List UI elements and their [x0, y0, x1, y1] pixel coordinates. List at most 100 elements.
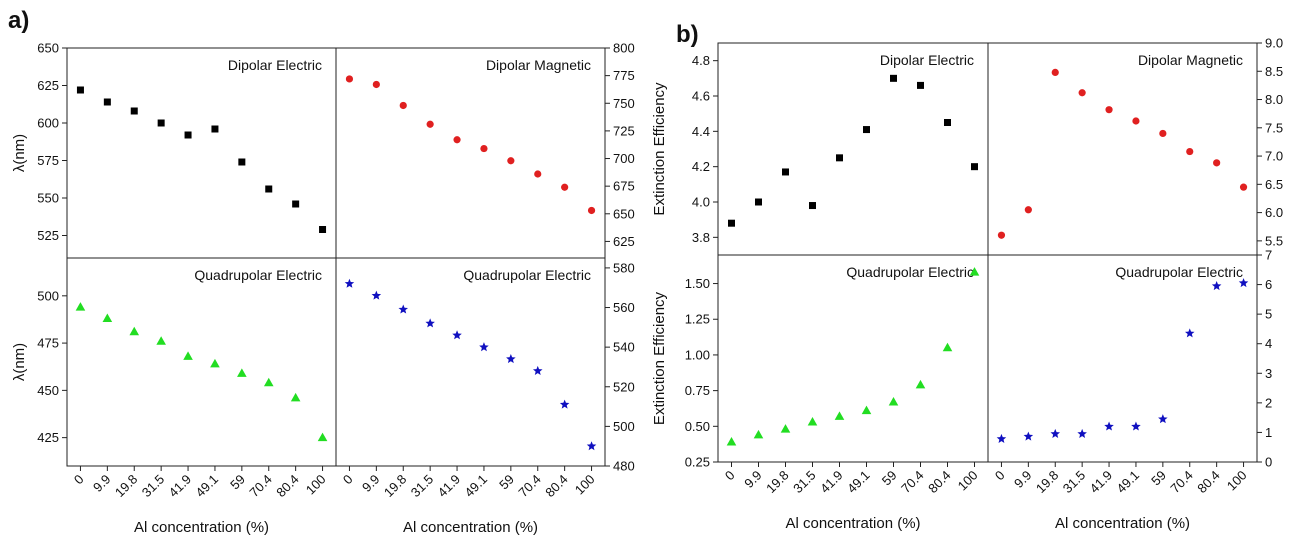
x-tick-label: 59	[496, 472, 517, 493]
data-point-left-1	[753, 429, 764, 439]
data-point-right-1	[372, 80, 380, 89]
data-point-left-1	[103, 98, 111, 106]
y-tick-label-right: 480	[613, 459, 635, 474]
y-tick-label-right: 700	[613, 151, 635, 166]
chart-a-top: 525 550 575 600 625 650 Dipolar Electric 625 650…	[11, 41, 635, 259]
data-point-right-3	[425, 318, 435, 328]
subplot-label: Quadrupolar Electric	[463, 267, 591, 283]
data-point-left-4	[184, 131, 192, 139]
y-tick-label-right: 0	[1265, 455, 1272, 470]
x-tick-label: 31.5	[790, 468, 819, 497]
y-tick-label-right: 4	[1265, 336, 1272, 351]
x-tick-label: 100	[303, 472, 329, 498]
y-tick-label-right: 650	[613, 206, 635, 221]
data-point-right-0	[996, 433, 1007, 443]
x-tick-label: 19.8	[1033, 468, 1062, 497]
y-tick-label-left: 4.6	[692, 89, 710, 104]
data-point-right-8	[561, 183, 569, 191]
x-tick-label: 80.4	[925, 468, 954, 497]
y-tick-label-right: 540	[613, 340, 635, 355]
y-tick-label-right: 5.5	[1265, 233, 1283, 248]
subplot-label: Dipolar Electric	[228, 57, 322, 73]
data-point-left-3	[156, 336, 166, 345]
data-point-left-9	[969, 267, 980, 276]
data-point-left-8	[292, 200, 300, 208]
y-tick-label-right: 6.5	[1265, 177, 1283, 192]
data-point-left-2	[782, 168, 789, 176]
y-tick-label-left: 4.4	[692, 124, 710, 139]
data-point-left-3	[809, 202, 816, 210]
y-tick-label-right: 500	[613, 419, 635, 434]
data-point-left-2	[130, 107, 138, 115]
data-point-left-5	[210, 358, 220, 368]
data-point-right-3	[1078, 89, 1086, 97]
x-tick-label: 0	[340, 472, 356, 488]
data-point-right-7	[1184, 328, 1195, 338]
data-point-right-4	[453, 136, 461, 144]
x-axis-label: Al concentration (%)	[785, 515, 920, 532]
chart-b-top: 3.8 4.0 4.2 4.4 4.6 4.8 Dipolar Electric 5.5 6.0…	[651, 36, 1283, 256]
x-tick-label: 80.4	[1194, 468, 1223, 497]
chart-b-bottom: 0.25 0.50 0.75 1.00 1.25 1.50 Quadrupolar Elec…	[651, 248, 1272, 533]
y-tick-label-right: 520	[613, 379, 635, 394]
y-tick-label-left: 0.75	[685, 383, 710, 398]
y-tick-label-right: 7.0	[1265, 149, 1283, 164]
data-point-left-5	[863, 126, 870, 134]
x-tick-label: 70.4	[898, 468, 927, 497]
x-tick-label: 80.4	[273, 472, 302, 501]
x-tick-label: 9.9	[90, 472, 113, 495]
y-tick-label-left: 425	[37, 430, 59, 445]
data-point-left-7	[917, 81, 924, 89]
y-tick-label-right: 2	[1265, 395, 1272, 410]
data-point-right-3	[426, 120, 434, 128]
data-point-right-7	[1186, 147, 1194, 156]
data-point-left-8	[290, 392, 301, 402]
data-point-right-3	[1077, 428, 1087, 438]
subplot-label: Quadrupolar Electric	[194, 267, 322, 283]
y-axis-label: λ(nm)	[11, 343, 28, 381]
y-tick-label-left: 4.8	[692, 53, 710, 68]
data-point-right-8	[1211, 281, 1222, 291]
data-point-left-5	[861, 405, 872, 415]
data-point-right-0	[997, 231, 1006, 239]
x-tick-label: 70.4	[246, 472, 275, 501]
data-point-right-0	[344, 278, 355, 288]
y-tick-label-right: 3	[1265, 366, 1272, 381]
data-point-left-0	[728, 219, 735, 227]
data-point-right-5	[1132, 117, 1140, 125]
data-point-left-5	[211, 125, 219, 133]
data-point-right-2	[1050, 428, 1061, 438]
y-tick-label-right: 675	[613, 179, 635, 194]
x-tick-label: 19.8	[381, 472, 410, 501]
data-point-right-6	[1159, 129, 1167, 138]
x-tick-label: 31.5	[408, 472, 437, 501]
x-tick-label: 49.1	[844, 468, 873, 497]
data-point-left-9	[317, 432, 328, 442]
x-tick-label: 59	[879, 468, 900, 489]
data-point-right-5	[480, 144, 488, 153]
y-tick-label-left: 1.00	[685, 347, 710, 362]
y-axis-label: λ(nm)	[11, 134, 28, 172]
data-point-right-9	[1239, 183, 1248, 191]
data-point-left-1	[102, 313, 113, 323]
y-tick-label-left: 450	[37, 383, 59, 398]
y-tick-label-left: 625	[37, 78, 59, 93]
data-point-left-6	[890, 74, 897, 82]
subplot-label: Quadrupolar Electric	[846, 264, 974, 280]
data-point-right-8	[1213, 159, 1221, 167]
x-tick-label: 80.4	[542, 472, 571, 501]
x-tick-label: 9.9	[1011, 468, 1034, 491]
y-tick-label-left: 500	[37, 288, 59, 303]
x-tick-label: 100	[955, 468, 981, 494]
x-tick-label: 49.1	[462, 472, 491, 501]
subplot-label: Dipolar Magnetic	[1138, 52, 1243, 68]
y-axis-label: Extinction Efficiency	[651, 291, 668, 425]
data-point-right-9	[587, 206, 596, 215]
data-point-left-2	[780, 424, 791, 433]
y-tick-label-left: 4.0	[692, 195, 710, 210]
x-tick-label: 100	[1224, 468, 1250, 494]
y-tick-label-left: 650	[37, 41, 59, 56]
x-tick-label: 31.5	[139, 472, 168, 501]
